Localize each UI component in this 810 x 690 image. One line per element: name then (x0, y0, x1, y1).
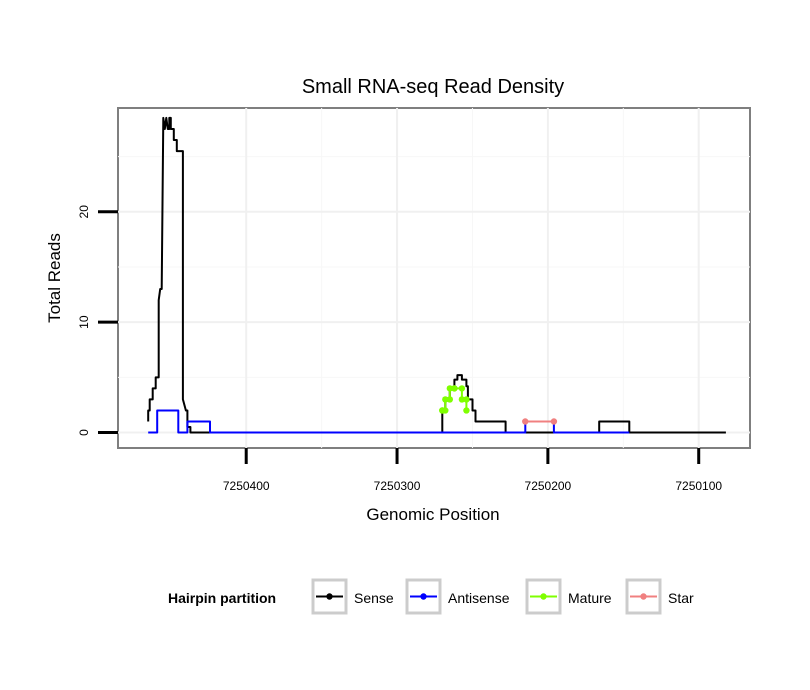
data-point-mature (446, 396, 454, 403)
x-tick-label: 7250100 (675, 479, 722, 493)
data-point-mature (463, 407, 470, 414)
y-axis: 0 10 20 (77, 205, 118, 436)
legend-label-sense: Sense (354, 590, 394, 606)
y-tick-label: 10 (77, 315, 91, 329)
y-tick-label: 0 (77, 429, 91, 436)
legend-items: Sense Antisense Mature Star (311, 578, 694, 615)
data-point-mature (442, 407, 449, 414)
legend-label-star: Star (668, 590, 694, 606)
legend: Hairpin partition Sense Antisense Mature St… (168, 578, 694, 615)
legend-key-point-mature (540, 593, 547, 600)
plot-panel (117, 107, 751, 449)
x-tick-label: 7250300 (374, 479, 421, 493)
legend-key-point-antisense (420, 593, 427, 600)
x-tick-label: 7250400 (223, 479, 270, 493)
series-layer (147, 116, 726, 434)
data-point-mature (458, 385, 466, 392)
legend-label-antisense: Antisense (448, 590, 510, 606)
x-axis: 7250400 7250300 7250200 7250100 (223, 448, 722, 493)
legend-title: Hairpin partition (168, 590, 276, 606)
data-point-mature (458, 396, 466, 403)
legend-label-mature: Mature (568, 590, 612, 606)
data-point-mature (451, 385, 458, 392)
x-axis-title: Genomic Position (366, 505, 499, 524)
y-axis-title: Total Reads (45, 233, 64, 323)
legend-key-point-sense (326, 593, 333, 600)
data-point-mature (463, 396, 470, 403)
y-tick-label: 20 (77, 205, 91, 219)
data-point-mature (446, 385, 454, 392)
x-tick-label: 7250200 (525, 479, 572, 493)
data-point-mature (442, 396, 449, 403)
chart-title: Small RNA-seq Read Density (302, 76, 564, 98)
series-line-sense (147, 116, 726, 434)
data-point-star (522, 418, 529, 425)
data-point-star (550, 418, 558, 425)
legend-key-point-star (640, 593, 647, 600)
